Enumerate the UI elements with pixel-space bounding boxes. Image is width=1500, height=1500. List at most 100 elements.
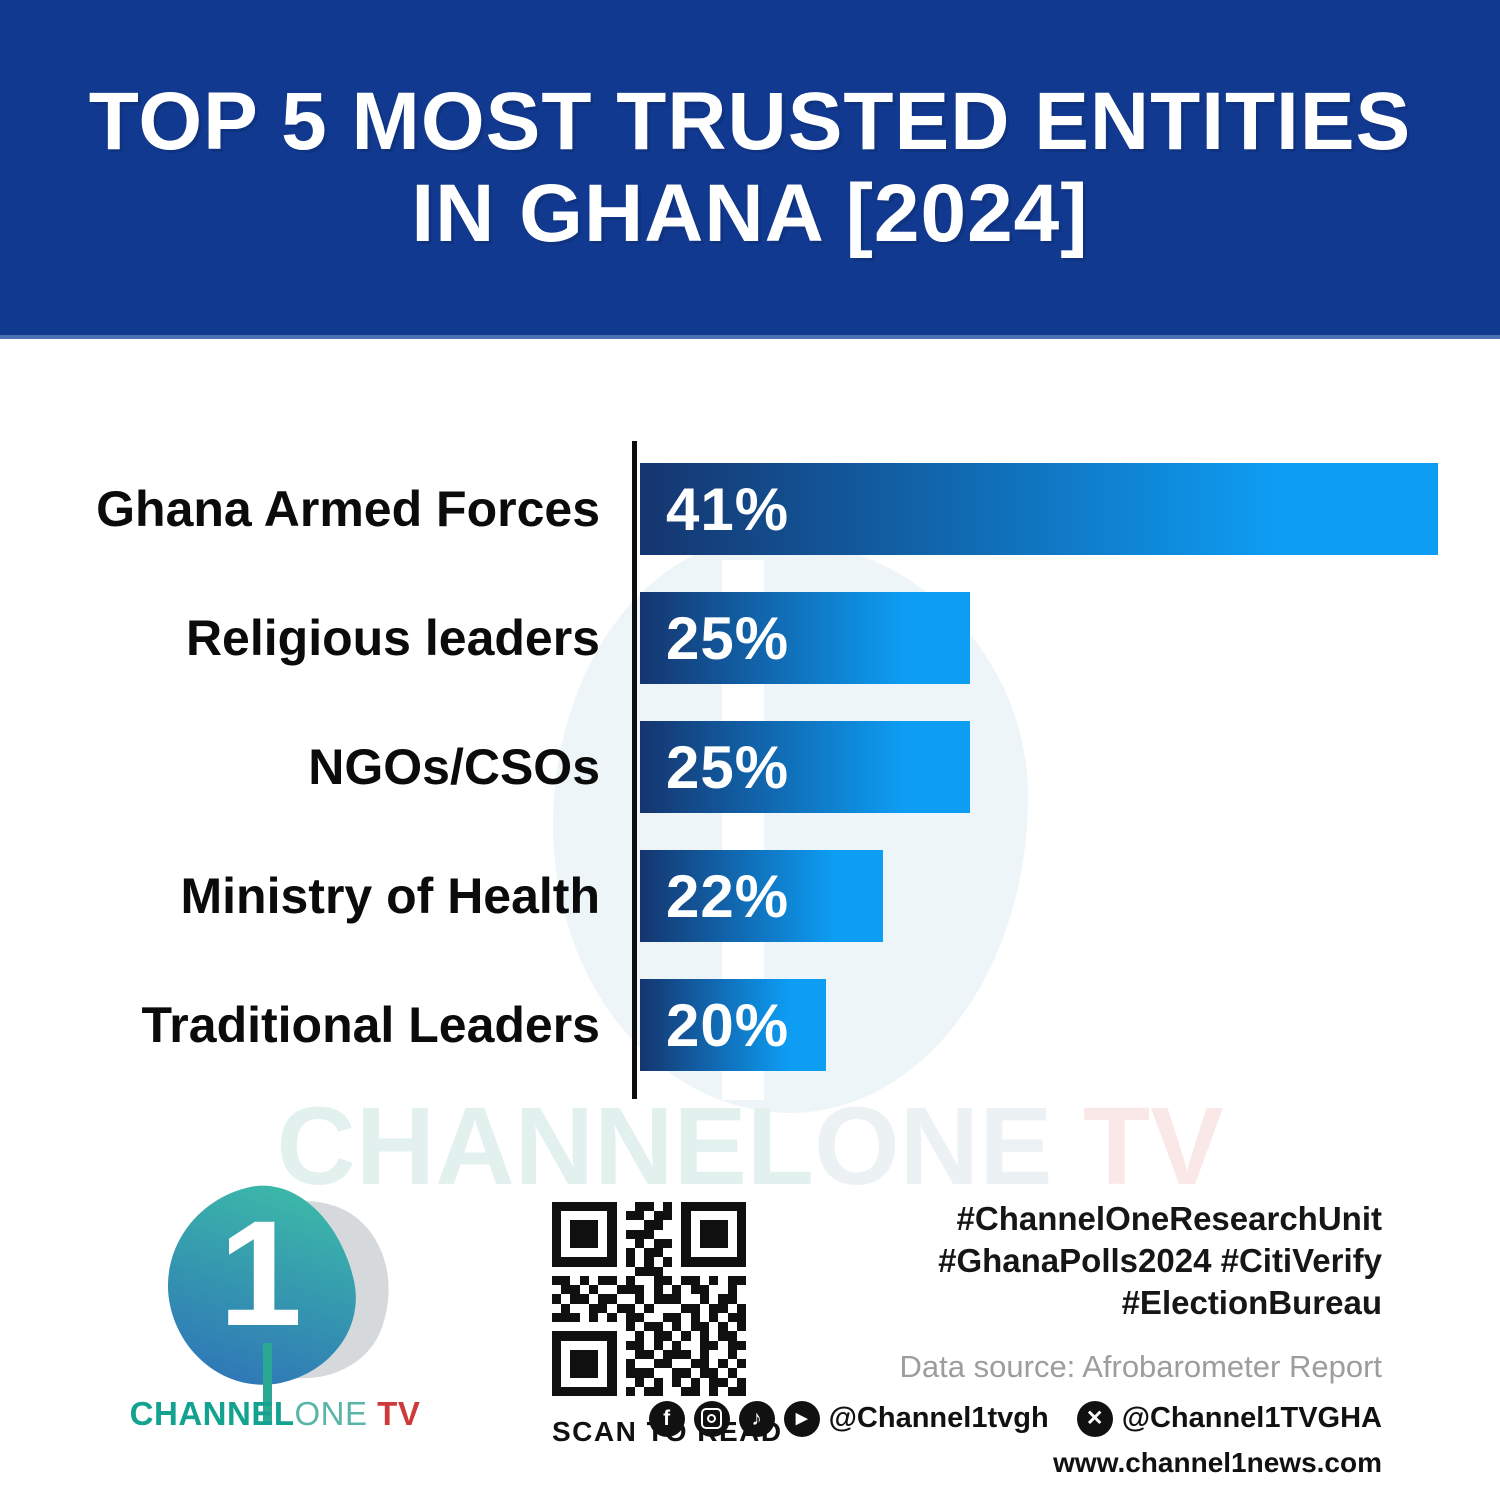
tiktok-icon: ♪ [738,1400,775,1437]
page-title-line2: IN GHANA [2024] [411,167,1089,259]
qr-module [561,1248,571,1258]
qr-module [653,1368,663,1378]
qr-module [607,1312,617,1323]
qr-module [727,1340,737,1350]
bar-value-label: 41% [666,475,790,543]
qr-module [662,1294,673,1304]
qr-module [644,1248,654,1258]
qr-module [598,1294,608,1304]
qr-module [635,1331,645,1341]
qr-module [672,1257,682,1267]
qr-module [616,1229,626,1239]
brand-channel: CHANNEL [129,1395,295,1432]
qr-module [616,1368,626,1378]
qr-module [552,1229,562,1239]
qr-module [644,1322,654,1332]
qr-module [681,1229,691,1239]
qr-module [690,1322,700,1332]
qr-module [635,1220,645,1230]
chart-row: Traditional Leaders 20% [0,979,1500,1071]
qr-module [635,1285,645,1295]
brand-tv: TV [367,1395,421,1432]
qr-module [653,1266,663,1276]
qr-module [709,1377,719,1387]
qr-module [718,1285,728,1295]
qr-module [579,1349,589,1359]
watermark-text: CHANNELONE TV [0,1083,1500,1210]
qr-module [570,1229,580,1239]
qr-module [598,1359,608,1369]
qr-module [570,1340,580,1350]
qr-module [699,1266,710,1276]
qr-module [552,1331,562,1341]
qr-module [635,1322,645,1332]
qr-module [699,1340,710,1350]
qr-module [662,1377,673,1387]
qr-module [727,1211,737,1221]
qr-module [709,1312,719,1323]
qr-module [588,1377,599,1387]
qr-module [672,1248,682,1258]
qr-module [570,1359,580,1369]
qr-module [625,1257,636,1267]
qr-module [653,1238,663,1249]
qr-module [579,1238,589,1249]
qr-module [579,1312,589,1323]
qr-module [644,1349,654,1359]
hashtag-list: #ChannelOneResearchUnit #GhanaPolls2024 … [649,1198,1382,1325]
qr-module [644,1303,654,1313]
qr-module [727,1248,737,1258]
qr-module [588,1294,599,1304]
qr-module [672,1368,682,1378]
qr-module [644,1229,654,1239]
qr-module [607,1220,617,1230]
qr-module [552,1312,562,1323]
logo-one-stem [263,1343,272,1425]
qr-module [681,1275,691,1286]
qr-module [736,1248,746,1258]
qr-module [672,1359,682,1369]
qr-module [672,1266,682,1276]
qr-module [653,1257,663,1267]
qr-module [588,1275,599,1286]
qr-module [625,1349,636,1359]
qr-module [727,1377,737,1387]
qr-module [662,1359,673,1369]
qr-module [625,1266,636,1276]
brand-one: ONE [294,1395,368,1432]
qr-module [727,1303,737,1313]
qr-module [552,1368,562,1378]
qr-module [681,1285,691,1295]
qr-module [727,1368,737,1378]
qr-module [552,1220,562,1230]
qr-module [561,1257,571,1267]
qr-module [653,1386,663,1396]
qr-module [625,1220,636,1230]
qr-module [727,1312,737,1323]
qr-module [598,1340,608,1350]
qr-module [662,1229,673,1239]
qr-code [552,1202,746,1396]
qr-module [690,1229,700,1239]
qr-module [561,1340,571,1350]
qr-module [579,1331,589,1341]
qr-module [588,1266,599,1276]
qr-module [579,1294,589,1304]
logo-brand-text: CHANNELONE TV [120,1395,430,1433]
qr-module [561,1386,571,1396]
social-handle-2: @Channel1TVGHA [1121,1402,1382,1435]
qr-module [681,1368,691,1378]
qr-module [598,1220,608,1230]
qr-module [736,1340,746,1350]
channel-one-logo: 1 CHANNELONE TV [120,1169,430,1440]
qr-module [690,1359,700,1369]
qr-module [644,1386,654,1396]
chart-axis-line [632,441,637,1099]
qr-module [625,1331,636,1341]
qr-module [598,1202,608,1212]
qr-module [607,1349,617,1359]
qr-module [607,1368,617,1378]
qr-module [653,1303,663,1313]
qr-module [709,1368,719,1378]
